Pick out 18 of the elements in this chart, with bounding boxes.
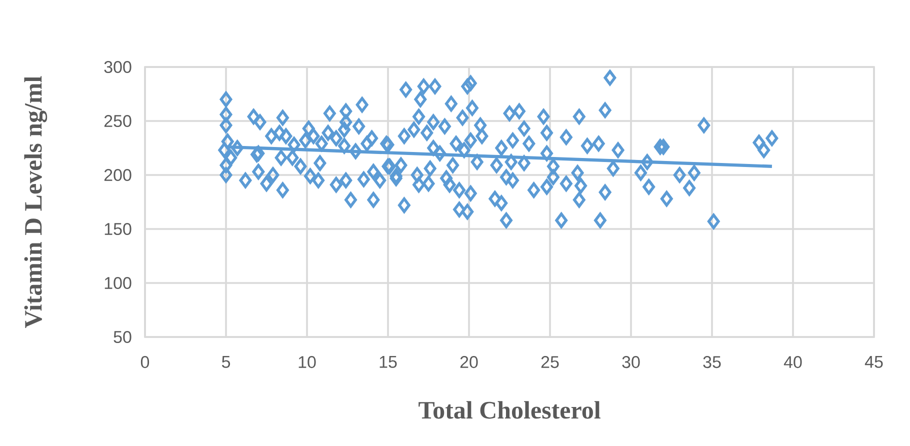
x-tick-label: 10 (298, 356, 316, 368)
x-tick-label: 5 (222, 356, 230, 368)
x-axis-title: Total Cholesterol (418, 401, 600, 419)
x-tick-label: 40 (784, 356, 802, 368)
y-tick-label: 300 (104, 60, 132, 74)
x-tick-label: 35 (703, 356, 721, 368)
x-tick-label: 25 (541, 356, 559, 368)
x-tick-label: 20 (460, 356, 478, 368)
y-tick-label: 50 (114, 330, 132, 344)
x-tick-label: 0 (140, 356, 150, 368)
y-tick-label: 150 (104, 222, 132, 236)
x-tick-label: 15 (380, 356, 397, 368)
x-tick-label: 45 (864, 356, 883, 368)
y-tick-label: 100 (104, 276, 132, 290)
y-tick-label: 200 (104, 168, 132, 182)
y-tick-label: 250 (104, 114, 132, 128)
y-axis-title: Vitamin D Levels ng/ml (24, 76, 48, 328)
x-tick-label: 30 (622, 356, 640, 368)
